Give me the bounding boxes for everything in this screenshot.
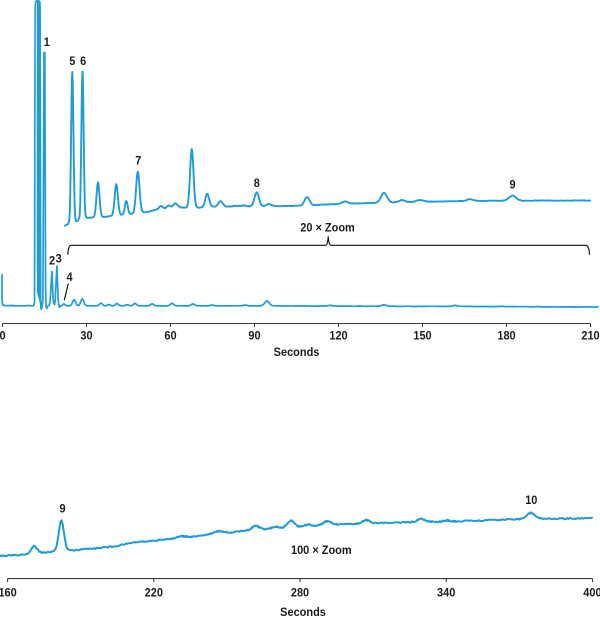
svg-text:2: 2 (49, 254, 55, 268)
svg-text:60: 60 (164, 329, 176, 343)
svg-text:10: 10 (525, 493, 537, 507)
svg-text:180: 180 (497, 329, 515, 343)
svg-text:Seconds: Seconds (280, 605, 326, 617)
svg-text:0: 0 (0, 329, 6, 343)
svg-text:120: 120 (329, 329, 347, 343)
svg-text:30: 30 (80, 329, 92, 343)
svg-text:210: 210 (581, 329, 599, 343)
svg-text:5: 5 (69, 54, 76, 68)
svg-text:7: 7 (135, 154, 141, 168)
svg-text:100 × Zoom: 100 × Zoom (291, 543, 352, 557)
svg-text:9: 9 (510, 178, 517, 192)
svg-text:20 × Zoom: 20 × Zoom (300, 221, 355, 235)
svg-text:8: 8 (254, 176, 261, 190)
svg-text:160: 160 (0, 586, 17, 600)
svg-text:220: 220 (145, 586, 163, 600)
svg-text:6: 6 (80, 54, 87, 68)
svg-text:3: 3 (56, 252, 63, 266)
svg-text:Seconds: Seconds (274, 346, 320, 360)
svg-text:400: 400 (583, 586, 600, 600)
svg-text:9: 9 (59, 502, 66, 516)
svg-text:1: 1 (44, 35, 51, 49)
svg-text:340: 340 (437, 586, 455, 600)
svg-text:150: 150 (413, 329, 431, 343)
svg-text:90: 90 (248, 329, 260, 343)
svg-text:280: 280 (291, 586, 309, 600)
svg-text:4: 4 (66, 270, 73, 284)
